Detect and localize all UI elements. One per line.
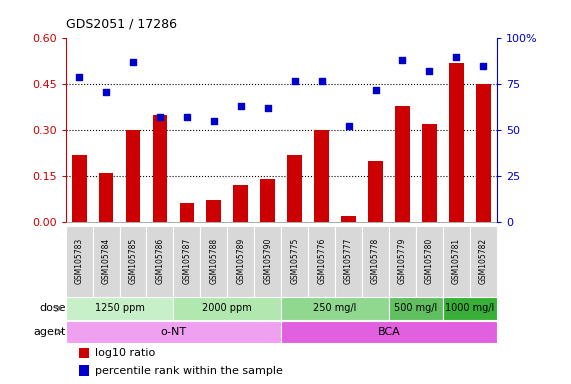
FancyBboxPatch shape <box>281 297 389 319</box>
FancyBboxPatch shape <box>93 225 119 297</box>
Text: GSM105788: GSM105788 <box>210 238 218 284</box>
Bar <box>207 200 222 222</box>
Bar <box>368 161 383 222</box>
Text: GSM105789: GSM105789 <box>236 238 246 284</box>
Point <box>290 78 299 84</box>
Text: GSM105781: GSM105781 <box>452 238 461 284</box>
FancyBboxPatch shape <box>227 225 254 297</box>
Bar <box>72 154 87 222</box>
FancyBboxPatch shape <box>308 225 335 297</box>
Text: GSM105784: GSM105784 <box>102 238 111 284</box>
Text: GSM105782: GSM105782 <box>479 238 488 284</box>
Point <box>344 123 353 129</box>
Text: GSM105775: GSM105775 <box>290 238 299 285</box>
Bar <box>395 106 410 222</box>
Text: BCA: BCA <box>377 327 400 337</box>
Bar <box>449 63 464 222</box>
Text: GSM105777: GSM105777 <box>344 238 353 285</box>
Point <box>371 87 380 93</box>
Point <box>263 105 272 111</box>
FancyBboxPatch shape <box>66 225 93 297</box>
Bar <box>287 154 302 222</box>
Point <box>236 103 246 109</box>
Bar <box>79 348 90 358</box>
Text: GSM105783: GSM105783 <box>75 238 83 284</box>
FancyBboxPatch shape <box>470 225 497 297</box>
Text: log10 ratio: log10 ratio <box>95 348 155 358</box>
Text: 2000 ppm: 2000 ppm <box>203 303 252 313</box>
Bar <box>260 179 275 222</box>
Point <box>210 118 219 124</box>
FancyBboxPatch shape <box>281 321 497 343</box>
FancyBboxPatch shape <box>389 297 443 319</box>
FancyBboxPatch shape <box>147 225 174 297</box>
Text: GSM105787: GSM105787 <box>182 238 191 284</box>
Text: GSM105780: GSM105780 <box>425 238 434 284</box>
Text: dose: dose <box>39 303 66 313</box>
Point <box>75 74 84 80</box>
Text: GSM105779: GSM105779 <box>398 238 407 285</box>
Text: percentile rank within the sample: percentile rank within the sample <box>95 366 283 376</box>
Point <box>478 63 488 69</box>
FancyBboxPatch shape <box>362 225 389 297</box>
FancyBboxPatch shape <box>416 225 443 297</box>
Point <box>155 114 164 120</box>
Text: 1000 mg/l: 1000 mg/l <box>445 303 494 313</box>
FancyBboxPatch shape <box>200 225 227 297</box>
Point <box>452 54 461 60</box>
Point <box>182 114 191 120</box>
FancyBboxPatch shape <box>281 225 308 297</box>
Bar <box>152 115 167 222</box>
Text: GSM105785: GSM105785 <box>128 238 138 284</box>
FancyBboxPatch shape <box>443 297 497 319</box>
Text: 500 mg/l: 500 mg/l <box>395 303 437 313</box>
Text: agent: agent <box>33 327 66 337</box>
Text: GSM105790: GSM105790 <box>263 238 272 285</box>
Point <box>398 57 407 63</box>
Bar <box>79 366 90 376</box>
Bar <box>341 216 356 222</box>
Text: o-NT: o-NT <box>160 327 187 337</box>
Bar <box>99 173 114 222</box>
Text: 1250 ppm: 1250 ppm <box>95 303 144 313</box>
Text: GSM105776: GSM105776 <box>317 238 326 285</box>
FancyBboxPatch shape <box>174 297 281 319</box>
Text: GSM105786: GSM105786 <box>155 238 164 284</box>
Point <box>102 88 111 94</box>
Bar <box>476 84 490 222</box>
FancyBboxPatch shape <box>443 225 470 297</box>
Text: GSM105778: GSM105778 <box>371 238 380 284</box>
Bar <box>179 204 194 222</box>
Bar <box>314 130 329 222</box>
Text: GDS2051 / 17286: GDS2051 / 17286 <box>66 18 176 31</box>
Bar <box>126 130 140 222</box>
Bar <box>234 185 248 222</box>
FancyBboxPatch shape <box>174 225 200 297</box>
FancyBboxPatch shape <box>119 225 147 297</box>
FancyBboxPatch shape <box>389 225 416 297</box>
FancyBboxPatch shape <box>66 297 174 319</box>
Text: 250 mg/l: 250 mg/l <box>313 303 357 313</box>
Point <box>128 59 138 65</box>
Point <box>425 68 434 74</box>
FancyBboxPatch shape <box>66 321 281 343</box>
Point <box>317 78 326 84</box>
FancyBboxPatch shape <box>335 225 362 297</box>
FancyBboxPatch shape <box>254 225 281 297</box>
Bar <box>422 124 437 222</box>
